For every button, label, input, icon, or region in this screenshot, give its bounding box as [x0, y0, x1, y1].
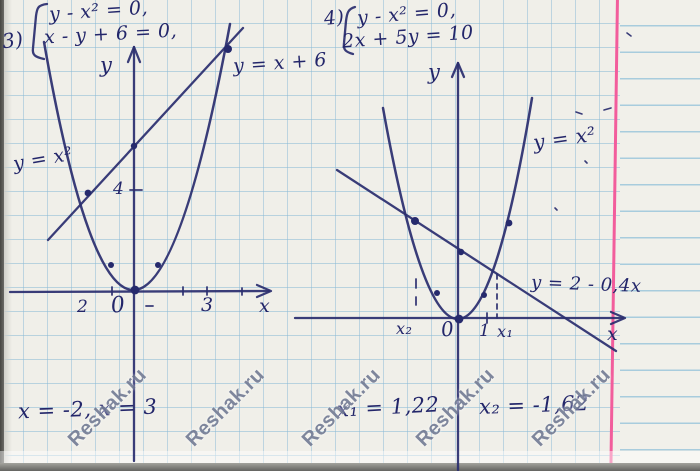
- problem4-number: 4): [322, 5, 346, 31]
- pen-specks: [554, 32, 632, 211]
- right-y-axis-label: y: [428, 60, 441, 84]
- photo-bottom-edge: [0, 463, 700, 471]
- point-left-origin: [130, 285, 140, 295]
- left-tick-label-origin: 0: [109, 292, 127, 319]
- book-spine-highlight: [4, 0, 12, 471]
- point-left-line-y-intercept: [130, 142, 138, 150]
- point-left-intersection-3-9: [224, 45, 232, 53]
- left-x-axis: [8, 289, 271, 294]
- right-y-axis-arrow-icon: [450, 61, 466, 79]
- facing-page-ruling: [620, 0, 700, 471]
- problem3-number: 3): [0, 26, 26, 54]
- point-right-parabola-neg1-1: [434, 290, 440, 296]
- grid-vertical-lines: [0, 0, 616, 471]
- left-tick-label-3: 3: [201, 294, 214, 316]
- right-tick-label-x2: x₂: [396, 319, 413, 338]
- plotted-points: [84, 45, 513, 324]
- left-tick-label-minus2: 2: [77, 297, 89, 317]
- left-x-axis-arrow-icon: [255, 283, 273, 299]
- right-line-label: y = 2 - 0,4x: [530, 272, 642, 297]
- point-left-intersection-neg2-4: [84, 189, 92, 197]
- point-right-line-y-intercept: [457, 248, 465, 256]
- book-spine-edge: [0, 0, 4, 471]
- point-right-origin: [454, 314, 464, 324]
- page-bottom-highlight: [0, 451, 700, 463]
- left-line-y-equals-x-plus-6: [46, 26, 245, 242]
- left-y-axis-label: y: [100, 53, 113, 77]
- right-line-y-equals-2-minus-04x: [335, 168, 618, 353]
- right-x-axis-arrow-icon: [609, 310, 627, 326]
- left-x-axis-label: x: [259, 295, 271, 317]
- left-axis-ticks: [111, 189, 243, 307]
- right-tick-label-1: 1: [479, 321, 491, 341]
- point-left-parabola-neg1-1: [108, 262, 114, 268]
- point-left-parabola-1-1: [155, 262, 161, 268]
- system-bracket-right: [342, 5, 357, 56]
- point-right-parabola-upper: [505, 219, 513, 227]
- point-right-parabola-1-1: [481, 292, 487, 298]
- left-y-axis-arrow-icon: [126, 45, 142, 64]
- right-tick-label-x1: x₁: [497, 322, 514, 341]
- left-tick-label-4: 4: [113, 179, 125, 199]
- system-bracket-left: [31, 2, 49, 61]
- right-x-axis-label: x: [607, 323, 619, 345]
- right-tick-label-origin: 0: [439, 316, 456, 342]
- point-right-intersection-x2: [411, 217, 419, 225]
